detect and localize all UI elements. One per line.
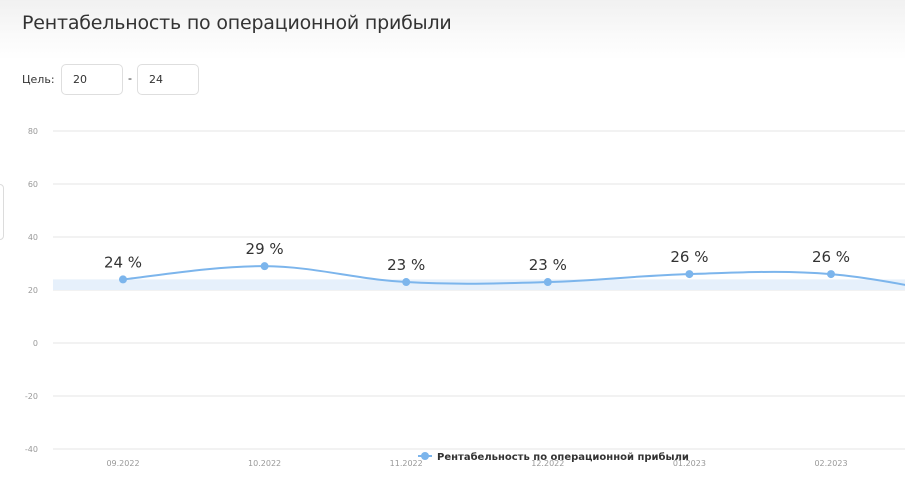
data-label: 26 % [812,248,850,266]
y-tick-label: 80 [28,127,38,136]
data-point[interactable] [402,278,411,287]
x-tick-label: 02.2023 [814,459,847,468]
data-label: 26 % [670,248,708,266]
goal-max-input[interactable] [137,64,199,95]
legend-marker [421,452,429,460]
y-tick-label: 0 [33,339,38,348]
goal-separator: - [128,71,132,85]
data-label: 23 % [529,256,567,274]
data-point[interactable] [119,275,127,284]
legend-label[interactable]: Рентабельность по операционной прибыли [437,451,689,463]
x-tick-label: 10.2022 [248,459,281,468]
data-point[interactable] [685,270,694,279]
target-band-area [53,279,905,290]
data-labels: 24 % 29 % 23 % 23 % 26 % 26 % [104,240,850,274]
data-label: 24 % [104,253,142,271]
x-tick-label: 01.2023 [673,459,706,468]
data-point[interactable] [827,270,835,279]
x-tick-label: 12.2022 [531,459,564,468]
header-band [0,0,905,60]
data-point[interactable] [260,262,269,271]
goal-label: Цель: [22,73,55,86]
data-label: 23 % [387,256,425,274]
data-point[interactable] [543,278,552,287]
page-title: Рентабельность по операционной прибыли [22,12,452,34]
x-tick-label: 09.2022 [106,459,139,468]
y-axis-ticks: -40 -20 0 20 40 60 80 [25,127,38,454]
y-tick-label: 20 [28,286,38,295]
x-axis-ticks: 09.2022 10.2022 11.2022 12.2022 01.2023 02.20… [106,459,847,468]
data-label: 29 % [246,240,284,258]
y-tick-label: -20 [25,392,38,401]
legend[interactable]: Рентабельность по операционной прибыли [418,451,689,463]
y-tick-label: 40 [28,233,38,242]
series-layer [119,262,905,287]
target-band [53,279,905,290]
y-tick-label: -40 [25,445,38,454]
y-tick-label: 60 [28,180,38,189]
x-tick-label: 11.2022 [390,459,423,468]
goal-min-input[interactable] [61,64,123,95]
